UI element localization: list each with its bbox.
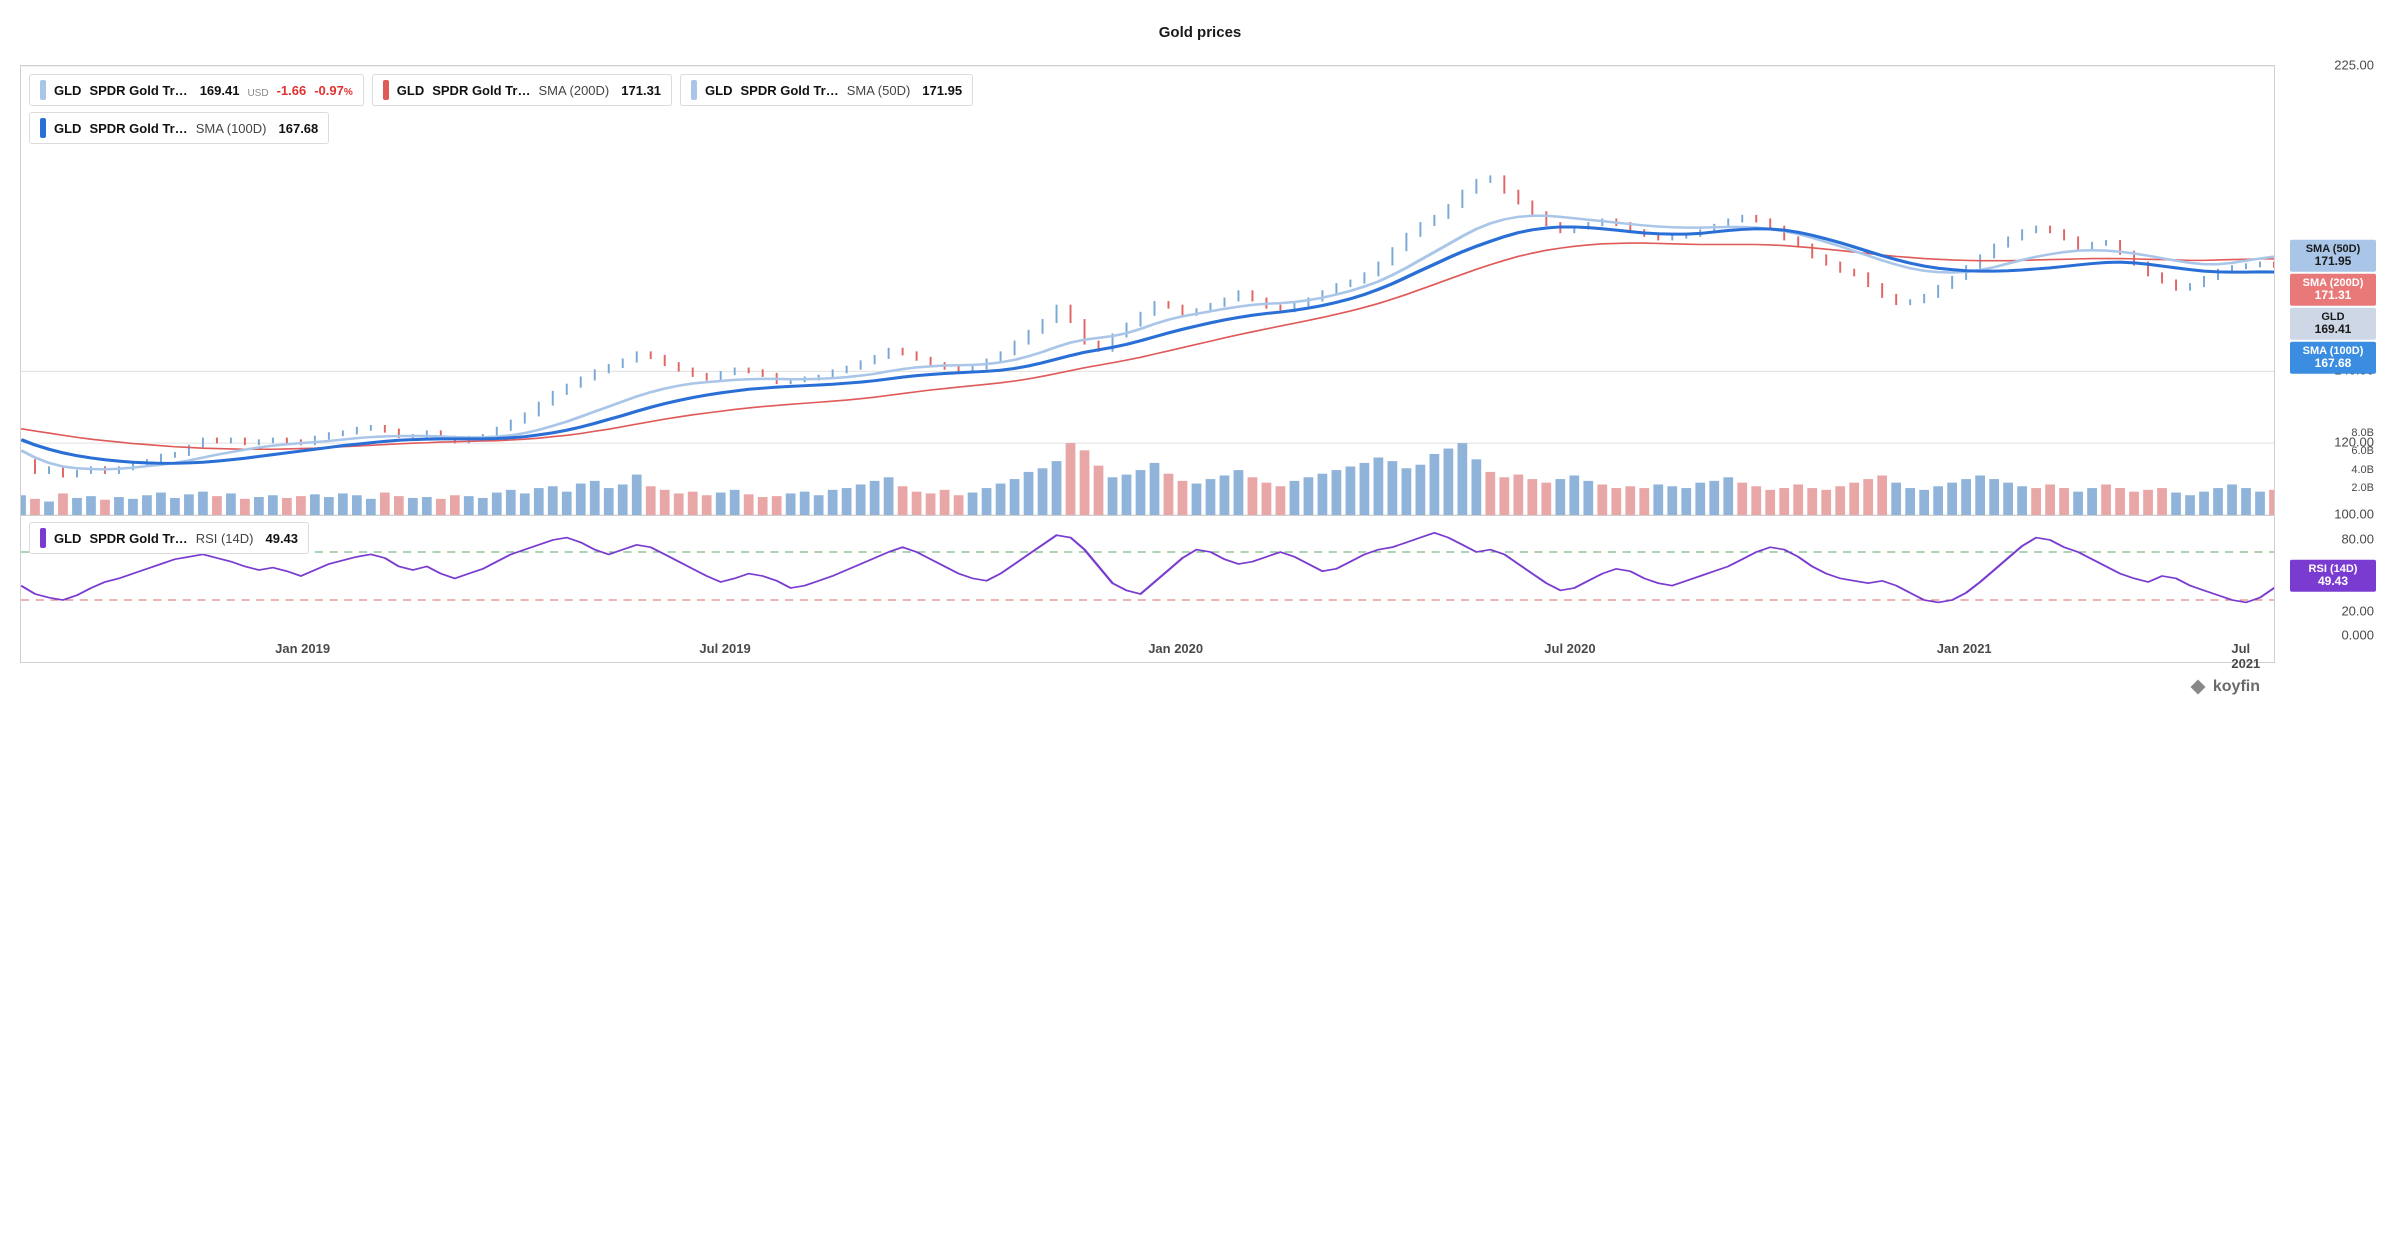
rsi-tick: 0.000 [2341,628,2374,643]
legend-item[interactable]: GLD SPDR Gold Tr…RSI (14D)49.43 [29,522,309,554]
time-tick: Jul 2020 [1544,641,1595,656]
legend-row-2: GLD SPDR Gold Tr…SMA (100D)167.68 [29,112,329,144]
price-badge: SMA (50D)171.95 [2290,239,2376,271]
price-axis: 100.00120.00140.00225.008.0B6.0B4.0B2.0B… [2275,65,2380,515]
price-plot [21,66,2274,515]
chart-area[interactable]: GLD SPDR Gold Tr…169.41USD -1.66 -0.97% … [20,65,2275,663]
legend-item[interactable]: GLD SPDR Gold Tr…169.41USD -1.66 -0.97% [29,74,364,106]
time-tick: Jul 2021 [2231,641,2260,671]
price-panel[interactable]: GLD SPDR Gold Tr…169.41USD -1.66 -0.97% … [21,66,2274,516]
price-badge: SMA (100D)167.68 [2290,341,2376,373]
time-tick: Jan 2021 [1937,641,1992,656]
rsi-badge: RSI (14D)49.43 [2290,559,2376,591]
volume-tick: 8.0B [2351,427,2374,439]
price-badge: SMA (200D)171.31 [2290,273,2376,305]
price-badge: GLD169.41 [2290,307,2376,339]
legend-row-1: GLD SPDR Gold Tr…169.41USD -1.66 -0.97% … [29,74,973,106]
rsi-tick: 80.00 [2341,532,2374,547]
price-tick: 225.00 [2334,58,2374,73]
volume-tick: 6.0B [2351,445,2374,457]
legend-rsi: GLD SPDR Gold Tr…RSI (14D)49.43 [29,522,309,554]
koyfin-logo-icon [2189,678,2207,696]
watermark: koyfin [2189,678,2260,696]
chart-title: Gold prices [20,10,2380,65]
time-axis: Jan 2019 Jul 2019 Jan 2020 Jul 2020 Jan 2021… [21,636,2274,662]
legend-item[interactable]: GLD SPDR Gold Tr…SMA (200D)171.31 [372,74,672,106]
rsi-tick: 20.00 [2341,604,2374,619]
time-tick: Jul 2019 [699,641,750,656]
rsi-axis: 0.00020.0080.00RSI (14D)49.43 [2275,515,2380,635]
legend-item[interactable]: GLD SPDR Gold Tr…SMA (100D)167.68 [29,112,329,144]
time-tick: Jan 2020 [1148,641,1203,656]
rsi-plot [21,516,2274,636]
y-axis-column: 100.00120.00140.00225.008.0B6.0B4.0B2.0B… [2275,65,2380,663]
rsi-panel[interactable]: GLD SPDR Gold Tr…RSI (14D)49.43 [21,516,2274,636]
volume-tick: 4.0B [2351,464,2374,476]
volume-tick: 2.0B [2351,482,2374,494]
time-tick: Jan 2019 [275,641,330,656]
legend-item[interactable]: GLD SPDR Gold Tr…SMA (50D)171.95 [680,74,973,106]
chart-container: GLD SPDR Gold Tr…169.41USD -1.66 -0.97% … [20,65,2380,663]
